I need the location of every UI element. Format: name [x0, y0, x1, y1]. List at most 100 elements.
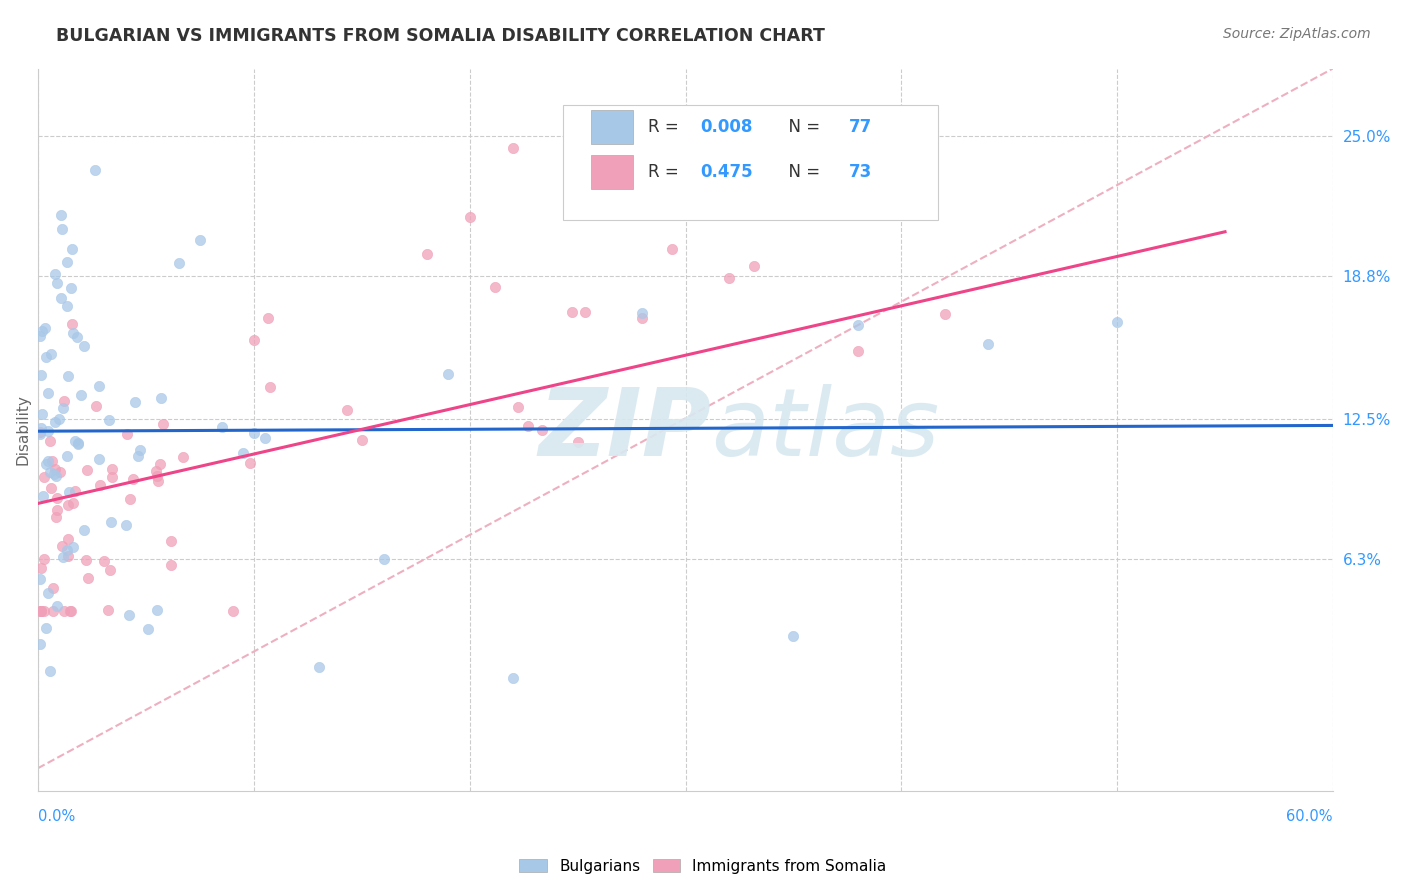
Point — [39, 347, 62, 361]
Point — [172, 450, 194, 464]
Point — [42, 467, 65, 481]
Point — [121, 472, 143, 486]
Point — [62, 326, 84, 340]
Point — [98, 413, 121, 427]
Point — [38, 665, 60, 679]
Point — [93, 554, 115, 568]
Text: BULGARIAN VS IMMIGRANTS FROM SOMALIA DISABILITY CORRELATION CHART: BULGARIAN VS IMMIGRANTS FROM SOMALIA DIS… — [56, 27, 825, 45]
Point — [458, 210, 481, 224]
Point — [167, 256, 190, 270]
Point — [146, 469, 169, 483]
Point — [129, 442, 152, 457]
Point — [44, 415, 66, 429]
Point — [661, 243, 683, 257]
Point — [114, 518, 136, 533]
Point — [934, 308, 956, 322]
Point — [34, 321, 56, 335]
Text: 0.475: 0.475 — [700, 163, 752, 181]
Text: N =: N = — [778, 118, 825, 136]
Point — [30, 604, 52, 618]
Point — [415, 246, 437, 260]
Point — [308, 660, 330, 674]
Point — [62, 540, 84, 554]
Text: 77: 77 — [849, 118, 872, 136]
Point — [242, 333, 264, 347]
FancyBboxPatch shape — [562, 104, 938, 220]
Point — [45, 510, 67, 524]
Point — [56, 368, 79, 383]
Point — [145, 465, 167, 479]
Y-axis label: Disability: Disability — [15, 394, 30, 466]
Point — [44, 461, 66, 475]
Point — [373, 552, 395, 566]
Point — [56, 299, 79, 313]
Legend: Bulgarians, Immigrants from Somalia: Bulgarians, Immigrants from Somalia — [513, 853, 893, 880]
Text: Source: ZipAtlas.com: Source: ZipAtlas.com — [1223, 27, 1371, 41]
Point — [84, 163, 107, 178]
Point — [146, 602, 169, 616]
Point — [51, 291, 73, 305]
Point — [48, 412, 70, 426]
Point — [127, 450, 149, 464]
Point — [45, 276, 67, 290]
Text: 73: 73 — [849, 163, 872, 181]
Point — [100, 470, 122, 484]
FancyBboxPatch shape — [591, 154, 633, 189]
Point — [160, 533, 183, 548]
Point — [160, 558, 183, 572]
Point — [101, 462, 124, 476]
Point — [567, 434, 589, 449]
Point — [30, 604, 52, 618]
Point — [34, 458, 56, 472]
Text: 0.0%: 0.0% — [38, 809, 76, 824]
Point — [60, 242, 83, 256]
Point — [484, 280, 506, 294]
Point — [717, 271, 740, 285]
Point — [1107, 315, 1129, 329]
Point — [38, 465, 60, 479]
Point — [66, 437, 89, 451]
Text: ZIP: ZIP — [538, 384, 711, 476]
Point — [89, 452, 111, 467]
Point — [41, 454, 63, 468]
Point — [51, 540, 73, 554]
Point — [243, 426, 266, 441]
Point — [87, 379, 110, 393]
FancyBboxPatch shape — [591, 110, 633, 145]
Point — [65, 434, 87, 448]
Point — [232, 445, 254, 459]
Point — [76, 463, 98, 477]
Point — [35, 351, 58, 365]
Point — [51, 208, 73, 222]
Point — [42, 604, 65, 618]
Point — [45, 469, 67, 483]
Point — [846, 318, 869, 332]
Point — [256, 310, 278, 325]
Point — [149, 457, 172, 471]
Point — [49, 466, 72, 480]
Point — [45, 503, 67, 517]
Point — [30, 426, 52, 441]
Point — [30, 638, 52, 652]
Point — [100, 515, 122, 529]
Point — [86, 399, 108, 413]
Point — [30, 328, 52, 343]
Point — [211, 419, 233, 434]
Point — [30, 425, 52, 439]
Point — [73, 524, 96, 538]
Point — [41, 581, 63, 595]
Point — [72, 339, 94, 353]
Text: R =: R = — [648, 163, 685, 181]
Text: N =: N = — [778, 163, 825, 181]
Point — [37, 386, 59, 401]
Point — [124, 395, 146, 409]
Point — [59, 604, 82, 618]
Point — [38, 434, 60, 449]
Point — [118, 608, 141, 623]
Point — [118, 492, 141, 507]
Point — [502, 672, 524, 686]
Point — [56, 255, 79, 269]
Text: 0.008: 0.008 — [700, 118, 752, 136]
Point — [517, 418, 540, 433]
Point — [69, 387, 91, 401]
